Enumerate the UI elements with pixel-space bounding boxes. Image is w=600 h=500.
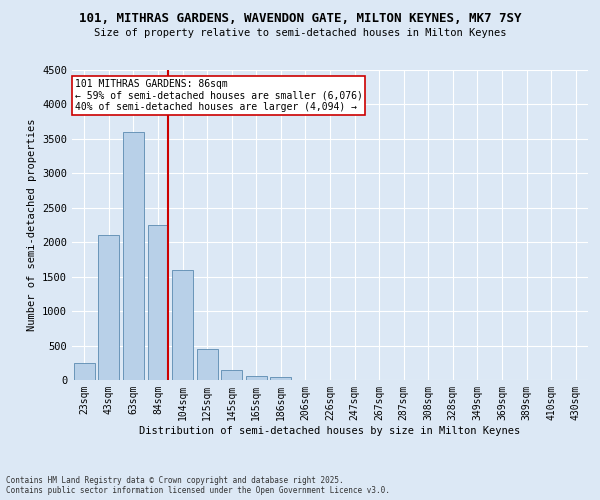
Text: 101, MITHRAS GARDENS, WAVENDON GATE, MILTON KEYNES, MK7 7SY: 101, MITHRAS GARDENS, WAVENDON GATE, MIL… <box>79 12 521 26</box>
X-axis label: Distribution of semi-detached houses by size in Milton Keynes: Distribution of semi-detached houses by … <box>139 426 521 436</box>
Text: Size of property relative to semi-detached houses in Milton Keynes: Size of property relative to semi-detach… <box>94 28 506 38</box>
Bar <box>271 377 292 380</box>
Bar <box>197 349 218 380</box>
Bar <box>221 370 242 380</box>
Bar <box>98 236 119 380</box>
Bar <box>74 363 95 380</box>
Text: Contains HM Land Registry data © Crown copyright and database right 2025.
Contai: Contains HM Land Registry data © Crown c… <box>6 476 390 495</box>
Text: 101 MITHRAS GARDENS: 86sqm
← 59% of semi-detached houses are smaller (6,076)
40%: 101 MITHRAS GARDENS: 86sqm ← 59% of semi… <box>74 80 362 112</box>
Bar <box>123 132 144 380</box>
Bar <box>148 225 169 380</box>
Bar <box>246 376 267 380</box>
Bar <box>172 270 193 380</box>
Y-axis label: Number of semi-detached properties: Number of semi-detached properties <box>26 118 37 331</box>
